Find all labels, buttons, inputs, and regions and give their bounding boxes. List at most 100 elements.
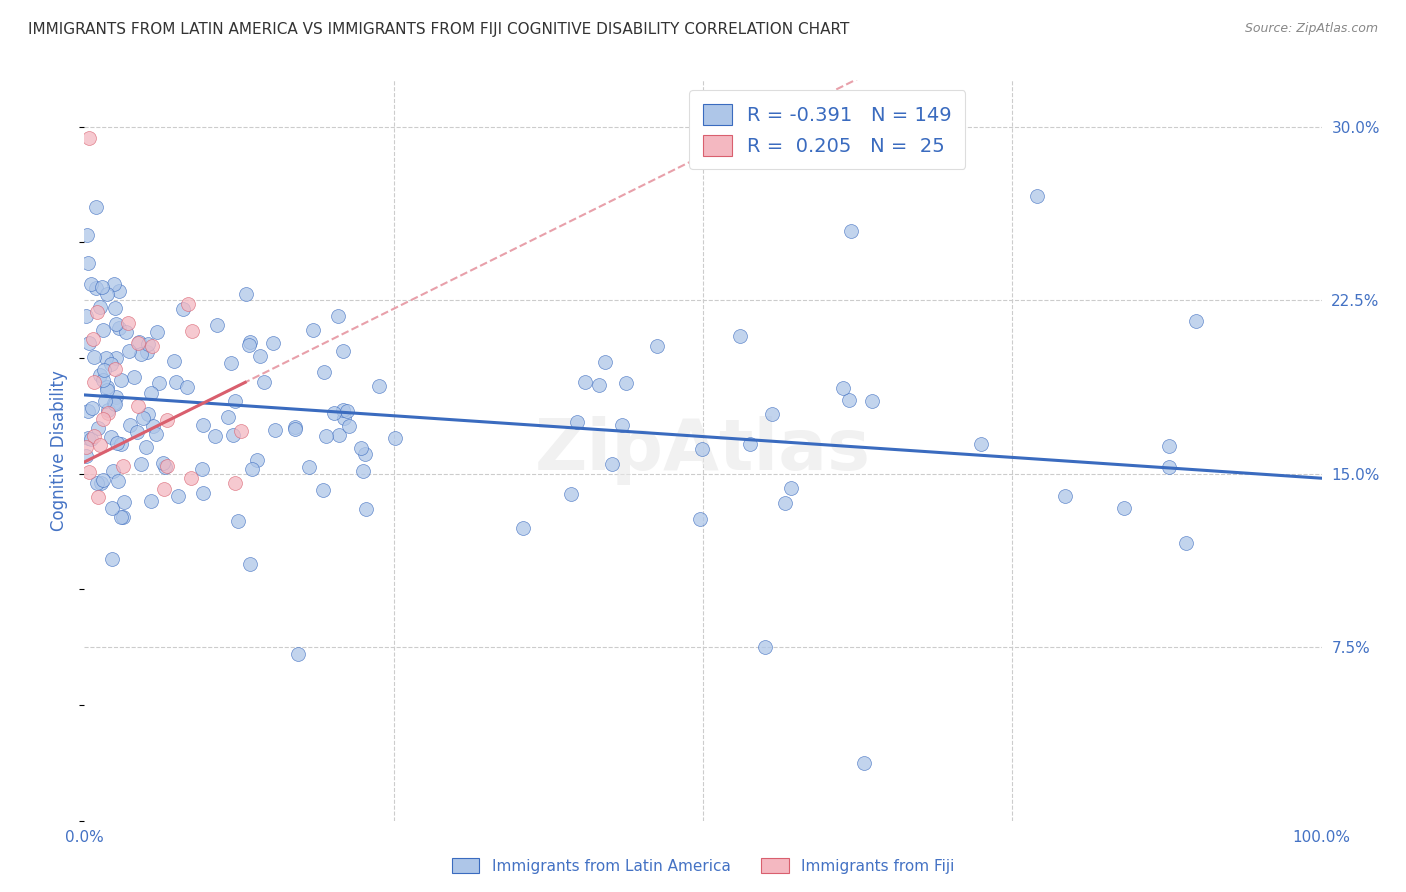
Point [90, 476, 112, 491]
Point [105, 436, 128, 450]
Point [96, 383, 118, 397]
Point [118, 344, 141, 359]
Point [229, 424, 252, 438]
Point [172, 301, 194, 316]
Point [645, 338, 668, 352]
Point [101, 464, 124, 478]
Point [101, 500, 124, 515]
Point [93, 411, 115, 425]
Point [326, 309, 349, 323]
Point [86, 421, 108, 435]
Point [246, 453, 269, 467]
Point [600, 457, 623, 471]
Point [84, 281, 107, 295]
Point [96, 287, 118, 301]
Point [104, 390, 127, 404]
Point [852, 756, 875, 770]
Point [96, 380, 118, 394]
Point [332, 344, 354, 359]
Point [80, 401, 103, 415]
Point [312, 483, 335, 498]
Point [79, 131, 101, 145]
Point [1053, 489, 1076, 503]
Point [122, 369, 145, 384]
Y-axis label: Cognitive Disability: Cognitive Disability [51, 370, 69, 531]
Point [730, 328, 752, 343]
Point [352, 465, 374, 479]
Point [100, 430, 122, 444]
Point [354, 447, 377, 461]
Point [367, 379, 389, 393]
Point [86, 476, 108, 491]
Point [224, 476, 246, 491]
Point [574, 375, 596, 389]
Point [287, 647, 309, 661]
Point [79, 466, 101, 480]
Point [148, 376, 170, 391]
Point [105, 318, 128, 332]
Point [134, 440, 156, 454]
Point [228, 514, 250, 528]
Point [302, 323, 325, 337]
Point [77, 335, 100, 350]
Point [82, 333, 104, 347]
Point [107, 474, 129, 488]
Point [111, 510, 134, 524]
Point [560, 487, 582, 501]
Point [1112, 501, 1135, 516]
Point [141, 339, 163, 353]
Point [127, 425, 149, 440]
Point [224, 394, 246, 409]
Point [690, 442, 713, 457]
Point [284, 422, 307, 436]
Point [384, 431, 406, 445]
Point [89, 437, 111, 451]
Point [333, 411, 356, 425]
Point [128, 399, 150, 413]
Point [222, 428, 245, 442]
Point [83, 429, 105, 443]
Text: Source: ZipAtlas.com: Source: ZipAtlas.com [1244, 22, 1378, 36]
Point [80, 277, 103, 291]
Point [80, 432, 103, 446]
Point [97, 403, 120, 417]
Point [1157, 460, 1180, 475]
Point [1157, 440, 1180, 454]
Point [860, 393, 883, 408]
Point [1026, 189, 1049, 203]
Point [163, 354, 186, 368]
Point [112, 458, 135, 473]
Point [284, 420, 307, 434]
Point [75, 309, 97, 323]
Point [89, 300, 111, 314]
Point [91, 280, 114, 294]
Point [103, 396, 125, 410]
Point [100, 552, 122, 566]
Point [328, 427, 350, 442]
Point [117, 316, 139, 330]
Point [180, 471, 202, 485]
Point [128, 334, 150, 349]
Point [115, 325, 138, 339]
Point [132, 411, 155, 425]
Point [94, 393, 117, 408]
Point [332, 402, 354, 417]
Point [110, 373, 132, 387]
Point [97, 406, 120, 420]
Point [740, 436, 762, 450]
Point [323, 406, 346, 420]
Point [349, 442, 371, 456]
Point [217, 410, 239, 425]
Point [76, 431, 98, 445]
Point [176, 379, 198, 393]
Point [841, 224, 863, 238]
Text: IMMIGRANTS FROM LATIN AMERICA VS IMMIGRANTS FROM FIJI COGNITIVE DISABILITY CORRE: IMMIGRANTS FROM LATIN AMERICA VS IMMIGRA… [28, 22, 849, 37]
Point [190, 461, 212, 475]
Point [838, 393, 860, 408]
Point [565, 415, 588, 429]
Point [110, 437, 132, 451]
Legend: Immigrants from Latin America, Immigrants from Fiji: Immigrants from Latin America, Immigrant… [446, 852, 960, 880]
Point [75, 449, 97, 463]
Point [152, 482, 174, 496]
Point [253, 376, 276, 390]
